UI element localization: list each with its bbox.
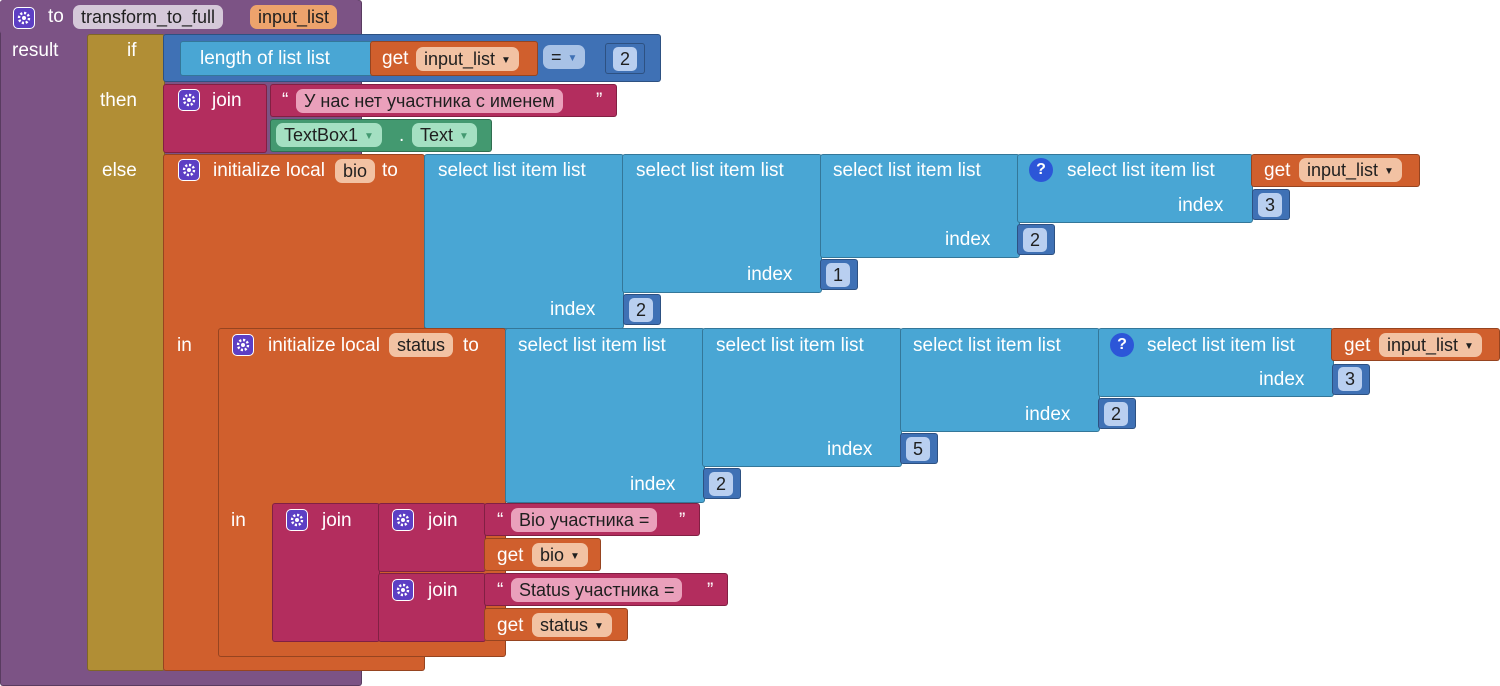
- index-value[interactable]: 1: [826, 263, 850, 287]
- index-value[interactable]: 2: [1023, 228, 1047, 252]
- join-label: join: [322, 510, 352, 531]
- gear-icon[interactable]: [232, 334, 254, 356]
- operator-dropdown[interactable]: = ▼: [543, 45, 586, 69]
- index-value[interactable]: 3: [1338, 367, 1362, 391]
- select-list-item-block[interactable]: [820, 154, 1020, 258]
- join-label: join: [212, 90, 242, 111]
- else-label: else: [102, 160, 137, 181]
- select-list-item-label: select list item list: [913, 335, 1061, 356]
- init-local-label: initialize local: [213, 160, 325, 181]
- in-label: in: [231, 510, 246, 531]
- select-list-item-label: select list item list: [833, 160, 981, 181]
- procedure-name-field[interactable]: transform_to_full: [73, 5, 224, 29]
- help-icon[interactable]: ?: [1029, 158, 1053, 182]
- procedure-param[interactable]: input_list: [250, 5, 338, 29]
- gear-icon[interactable]: [13, 7, 35, 29]
- if-label: if: [127, 40, 137, 61]
- quote-open: “: [497, 510, 504, 531]
- gear-icon[interactable]: [392, 579, 414, 601]
- select-list-item-label: select list item list: [438, 160, 586, 181]
- select-list-item-block[interactable]: [1017, 154, 1253, 223]
- quote-close: ”: [679, 510, 686, 531]
- get-label: get: [497, 615, 524, 636]
- dot-label: .: [399, 125, 405, 146]
- index-label: index: [1259, 369, 1305, 390]
- get-label: get: [1264, 160, 1291, 181]
- gear-icon[interactable]: [286, 509, 308, 531]
- component-dropdown[interactable]: TextBox1 ▼: [276, 123, 382, 147]
- index-label: index: [550, 299, 596, 320]
- select-list-item-label: select list item list: [1147, 335, 1295, 356]
- get-var-dropdown[interactable]: bio ▼: [532, 543, 588, 567]
- select-list-item-block[interactable]: [505, 328, 705, 503]
- quote-close: ”: [596, 90, 603, 111]
- select-list-item-label: select list item list: [518, 335, 666, 356]
- length-of-list-label: length of list list: [200, 48, 330, 69]
- index-label: index: [747, 264, 793, 285]
- index-label: index: [827, 439, 873, 460]
- to-label: to: [463, 335, 479, 356]
- select-list-item-label: select list item list: [716, 335, 864, 356]
- index-value[interactable]: 5: [906, 437, 930, 461]
- get-var-dropdown[interactable]: input_list ▼: [416, 47, 519, 71]
- join-label: join: [428, 510, 458, 531]
- text-string-field[interactable]: У нас нет участника с именем: [296, 89, 563, 113]
- text-string-field[interactable]: Status участника =: [511, 578, 683, 602]
- quote-open: “: [497, 580, 504, 601]
- join-label: join: [428, 580, 458, 601]
- procedure-to-label: to: [48, 6, 64, 27]
- result-label: result: [12, 40, 59, 61]
- index-label: index: [1178, 195, 1224, 216]
- property-dropdown[interactable]: Text ▼: [412, 123, 477, 147]
- then-label: then: [100, 90, 137, 111]
- quote-open: “: [282, 90, 289, 111]
- index-value[interactable]: 2: [629, 298, 653, 322]
- number-value[interactable]: 2: [613, 47, 637, 71]
- text-string-field[interactable]: Bio участника =: [511, 508, 658, 532]
- select-list-item-block[interactable]: [622, 154, 822, 293]
- gear-icon[interactable]: [392, 509, 414, 531]
- get-var-dropdown[interactable]: input_list ▼: [1299, 158, 1402, 182]
- init-local-label: initialize local: [268, 335, 380, 356]
- select-list-item-block[interactable]: [702, 328, 902, 467]
- index-value[interactable]: 3: [1258, 193, 1282, 217]
- index-value[interactable]: 2: [709, 472, 733, 496]
- get-label: get: [1344, 335, 1371, 356]
- index-label: index: [945, 229, 991, 250]
- local-var-name-status[interactable]: status: [389, 333, 454, 357]
- select-list-item-block[interactable]: [900, 328, 1100, 432]
- to-label: to: [382, 160, 398, 181]
- index-label: index: [630, 474, 676, 495]
- gear-icon[interactable]: [178, 159, 200, 181]
- get-label: get: [382, 48, 409, 69]
- get-var-dropdown[interactable]: input_list ▼: [1379, 333, 1482, 357]
- if-then-else-block[interactable]: [87, 34, 165, 671]
- quote-close: ”: [707, 580, 714, 601]
- select-list-item-label: select list item list: [1067, 160, 1215, 181]
- index-value[interactable]: 2: [1104, 402, 1128, 426]
- select-list-item-block[interactable]: [1098, 328, 1334, 397]
- index-label: index: [1025, 404, 1071, 425]
- help-icon[interactable]: ?: [1110, 333, 1134, 357]
- get-var-dropdown[interactable]: status ▼: [532, 613, 612, 637]
- get-label: get: [497, 545, 524, 566]
- local-var-name-bio[interactable]: bio: [335, 159, 376, 183]
- length-of-list-block[interactable]: [180, 41, 376, 76]
- select-list-item-label: select list item list: [636, 160, 784, 181]
- gear-icon[interactable]: [178, 89, 200, 111]
- in-label: in: [177, 335, 192, 356]
